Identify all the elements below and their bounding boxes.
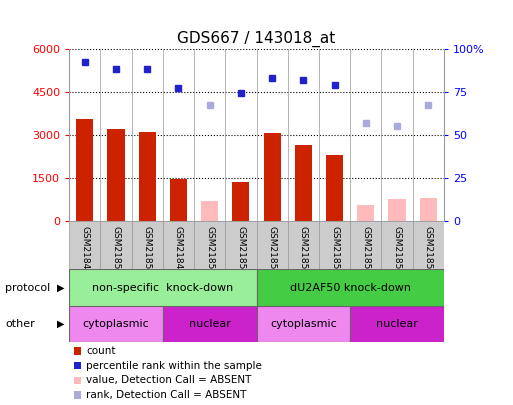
- Text: rank, Detection Call = ABSENT: rank, Detection Call = ABSENT: [86, 390, 246, 400]
- Bar: [350, 306, 444, 342]
- Text: GSM21859: GSM21859: [424, 226, 432, 275]
- Bar: [264, 133, 281, 221]
- Text: GSM21856: GSM21856: [299, 226, 308, 275]
- Text: nuclear: nuclear: [189, 319, 231, 329]
- Bar: [69, 306, 163, 342]
- Bar: [350, 221, 381, 269]
- Bar: [139, 132, 156, 221]
- Bar: [256, 221, 288, 269]
- Bar: [381, 221, 412, 269]
- Bar: [101, 221, 132, 269]
- Text: GSM21855: GSM21855: [361, 226, 370, 275]
- Text: ▶: ▶: [56, 283, 64, 292]
- Text: ▶: ▶: [56, 319, 64, 329]
- Bar: [132, 221, 163, 269]
- Text: value, Detection Call = ABSENT: value, Detection Call = ABSENT: [86, 375, 251, 385]
- Text: cytoplasmic: cytoplasmic: [83, 319, 149, 329]
- Bar: [256, 269, 444, 306]
- Bar: [108, 129, 125, 221]
- Bar: [194, 221, 225, 269]
- Text: GSM21857: GSM21857: [392, 226, 402, 275]
- Bar: [170, 179, 187, 221]
- Text: GSM21851: GSM21851: [205, 226, 214, 275]
- Text: GSM21858: GSM21858: [330, 226, 339, 275]
- Text: protocol: protocol: [5, 283, 50, 292]
- Bar: [288, 221, 319, 269]
- Text: other: other: [5, 319, 35, 329]
- Bar: [225, 221, 256, 269]
- Text: percentile rank within the sample: percentile rank within the sample: [86, 361, 262, 371]
- Text: GSM21853: GSM21853: [236, 226, 245, 275]
- Bar: [69, 221, 101, 269]
- Bar: [163, 221, 194, 269]
- Text: GSM21852: GSM21852: [143, 226, 152, 275]
- Text: non-specific  knock-down: non-specific knock-down: [92, 283, 233, 292]
- Bar: [420, 198, 437, 221]
- Text: GSM21849: GSM21849: [174, 226, 183, 275]
- Bar: [326, 155, 343, 221]
- Bar: [163, 306, 256, 342]
- Bar: [76, 119, 93, 221]
- Text: dU2AF50 knock-down: dU2AF50 knock-down: [290, 283, 410, 292]
- Text: GSM21848: GSM21848: [81, 226, 89, 275]
- Title: GDS667 / 143018_at: GDS667 / 143018_at: [177, 31, 336, 47]
- Text: GSM21854: GSM21854: [268, 226, 277, 275]
- Bar: [319, 221, 350, 269]
- Bar: [69, 269, 256, 306]
- Bar: [201, 200, 218, 221]
- Text: count: count: [86, 346, 115, 356]
- Bar: [412, 221, 444, 269]
- Bar: [357, 205, 374, 221]
- Bar: [256, 306, 350, 342]
- Text: nuclear: nuclear: [376, 319, 418, 329]
- Bar: [388, 199, 405, 221]
- Text: cytoplasmic: cytoplasmic: [270, 319, 337, 329]
- Bar: [295, 145, 312, 221]
- Text: GSM21850: GSM21850: [111, 226, 121, 275]
- Bar: [232, 182, 249, 221]
